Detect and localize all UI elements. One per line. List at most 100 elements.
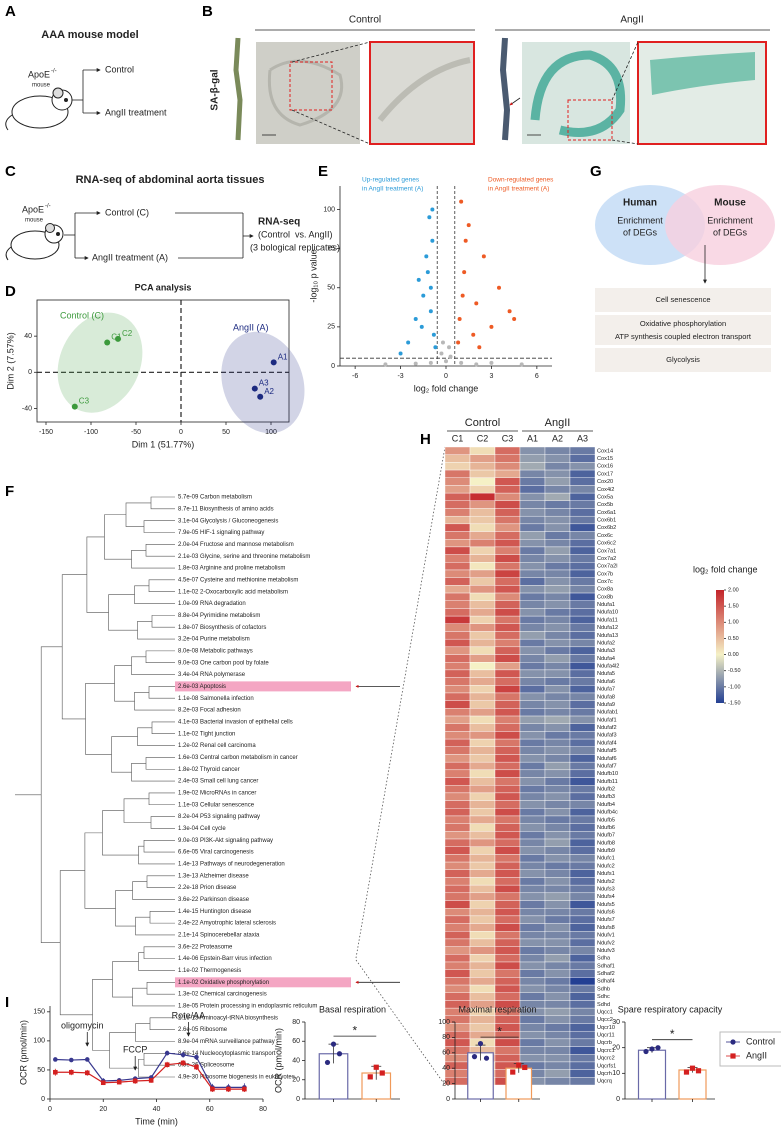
heat-cell — [519, 446, 546, 455]
heat-cell — [444, 554, 471, 563]
heat-cell — [444, 546, 471, 555]
heat-cell — [494, 585, 521, 594]
heat-cell — [569, 754, 596, 763]
heat-cell — [494, 592, 521, 601]
heat-cell — [469, 1015, 496, 1024]
heat-cell — [519, 562, 546, 571]
point — [655, 1045, 661, 1051]
set-text: of DEGs — [713, 227, 748, 237]
y-tick-label: 60 — [442, 1050, 450, 1057]
heat-cell — [444, 946, 471, 955]
series-label: Down-regulated genes — [488, 177, 554, 184]
heat-cell — [569, 654, 596, 663]
heat-cell — [544, 738, 571, 747]
point — [84, 1070, 90, 1076]
dendrogram-branch — [59, 870, 93, 1016]
heat-cell — [519, 746, 546, 755]
legend-label: Control — [746, 1036, 775, 1046]
x-tick-label: -100 — [84, 429, 98, 436]
panel-title: RNA-seq of abdominal aorta tissues — [76, 174, 265, 186]
heat-cell — [544, 746, 571, 755]
point — [466, 223, 471, 228]
heat-cell — [469, 915, 496, 924]
dendrogram-branch — [138, 952, 175, 971]
heat-cell — [444, 792, 471, 801]
heat-cell — [569, 831, 596, 840]
heat-cell — [519, 800, 546, 809]
dendrogram-branch — [114, 665, 135, 702]
heat-cell — [469, 1030, 496, 1040]
heat-cell — [519, 908, 546, 917]
heat-cell — [444, 562, 471, 571]
heat-cell — [469, 831, 496, 840]
heat-cell — [444, 892, 471, 901]
heat-cell — [519, 823, 546, 832]
point — [115, 335, 121, 342]
heat-cell — [569, 1061, 596, 1070]
x-tick-label: -6 — [352, 373, 358, 380]
heat-cell — [444, 477, 471, 486]
y-tick-label: 0 — [296, 1096, 300, 1103]
venn — [595, 185, 775, 372]
heat-cell — [444, 685, 471, 694]
heat-cell — [494, 969, 521, 978]
dendrogram-branch — [148, 792, 175, 806]
heat-cell — [519, 500, 546, 509]
heat-cell — [494, 1015, 521, 1024]
pathway-term: 3.6e-22 Proteasome — [178, 944, 233, 950]
heat-cell — [444, 462, 471, 471]
heat-cell — [469, 692, 496, 701]
pathway-term: 2.1e-03 Glycine, serine and threonine me… — [178, 554, 310, 560]
heat-cell — [444, 723, 471, 732]
heat-cell — [544, 508, 571, 517]
point — [463, 238, 468, 243]
heat-cell — [494, 577, 521, 586]
heat-cell — [444, 877, 471, 886]
pathway-term: 1.8e-07 Biosynthesis of cofactors — [178, 625, 266, 631]
dendrogram-branch — [145, 757, 175, 770]
heat-cell — [569, 846, 596, 855]
heat-cell — [444, 884, 471, 894]
heat-cell — [494, 600, 521, 609]
heat-cell — [544, 938, 571, 947]
heat-cell — [444, 738, 471, 747]
heat-cell — [469, 492, 496, 502]
heat-cell — [444, 715, 471, 724]
heat-cell — [494, 608, 521, 617]
row-label: Ndufaf5 — [597, 748, 617, 754]
row-label: Ndufb4 — [597, 802, 615, 808]
heat-cell — [544, 677, 571, 686]
heat-cell — [444, 531, 471, 540]
heat-cell — [469, 446, 496, 455]
heat-cell — [544, 969, 571, 978]
column-label: C3 — [502, 433, 514, 443]
dendrogram-branch — [148, 579, 175, 592]
heat-cell — [544, 854, 571, 863]
row-label: Ndufc2 — [597, 863, 615, 869]
heat-cell — [519, 592, 546, 601]
flow-arrows — [64, 211, 254, 260]
row-label: Uqcrc1 — [597, 1048, 615, 1054]
dendrogram-branch — [40, 646, 63, 944]
x-tick-label: 60 — [206, 1106, 214, 1113]
y-tick-label: 100 — [33, 1038, 45, 1045]
heat-cell — [544, 1030, 571, 1040]
heat-cell — [519, 754, 546, 763]
panel-label: C — [5, 163, 16, 180]
heat-cell — [569, 908, 596, 917]
heat-cell — [519, 454, 546, 463]
heat-cell — [519, 477, 546, 486]
heat-cell — [494, 846, 521, 855]
dendrogram-branch — [123, 798, 151, 823]
pathway-term: 6.9e-26 Spliceosome — [178, 1063, 235, 1069]
pathway-term: 2.1e-13 Aminoacyl-tRNA biosynthesis — [178, 1015, 278, 1021]
plot-frame — [36, 299, 290, 423]
dendrogram-branch — [135, 916, 175, 936]
heat-cell — [469, 877, 496, 886]
arm-label: Control — [105, 64, 134, 74]
x-tick-label: 0 — [48, 1106, 52, 1113]
replicates: (3 bological replicates) — [250, 242, 340, 252]
point — [519, 362, 524, 367]
row-label: Sdhaf4 — [597, 979, 615, 985]
series-label: Up-regulated genes — [362, 177, 420, 184]
